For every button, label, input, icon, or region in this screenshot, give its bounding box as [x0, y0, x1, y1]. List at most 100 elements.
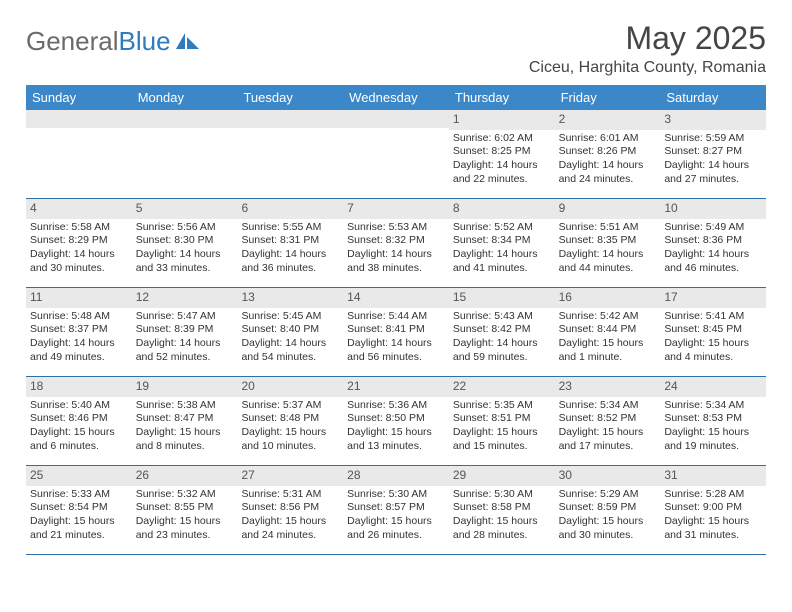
day-detail-line: Daylight: 15 hours — [241, 515, 339, 529]
day-detail-line: Sunset: 8:29 PM — [30, 234, 128, 248]
day-detail-line: and 59 minutes. — [453, 351, 551, 365]
day-detail-line: Sunrise: 5:37 AM — [241, 399, 339, 413]
day-detail-line: Sunrise: 5:35 AM — [453, 399, 551, 413]
day-cell: 9Sunrise: 5:51 AMSunset: 8:35 PMDaylight… — [555, 199, 661, 287]
day-detail-line: and 19 minutes. — [664, 440, 762, 454]
day-detail-line: Daylight: 15 hours — [347, 426, 445, 440]
weekday-header: Sunday — [26, 85, 132, 110]
day-detail-line: Daylight: 14 hours — [559, 159, 657, 173]
day-detail-line: Sunset: 8:51 PM — [453, 412, 551, 426]
day-detail-line: and 23 minutes. — [136, 529, 234, 543]
day-detail-line: Sunset: 8:55 PM — [136, 501, 234, 515]
day-cell: 13Sunrise: 5:45 AMSunset: 8:40 PMDayligh… — [237, 288, 343, 376]
day-detail-line: and 13 minutes. — [347, 440, 445, 454]
day-detail-line: Sunset: 8:45 PM — [664, 323, 762, 337]
day-cell: 28Sunrise: 5:30 AMSunset: 8:57 PMDayligh… — [343, 466, 449, 554]
day-cell: 14Sunrise: 5:44 AMSunset: 8:41 PMDayligh… — [343, 288, 449, 376]
day-detail-line: Daylight: 14 hours — [664, 248, 762, 262]
day-detail-line: Sunset: 8:40 PM — [241, 323, 339, 337]
day-detail-line: Sunrise: 5:49 AM — [664, 221, 762, 235]
day-number: 14 — [343, 288, 449, 308]
day-cell: 3Sunrise: 5:59 AMSunset: 8:27 PMDaylight… — [660, 110, 766, 198]
day-number: 21 — [343, 377, 449, 397]
day-detail-line: Sunset: 8:48 PM — [241, 412, 339, 426]
weekday-header: Thursday — [449, 85, 555, 110]
day-number — [26, 110, 132, 128]
day-detail-line: Daylight: 14 hours — [664, 159, 762, 173]
day-number: 17 — [660, 288, 766, 308]
day-detail-line: Sunset: 8:36 PM — [664, 234, 762, 248]
day-cell: 6Sunrise: 5:55 AMSunset: 8:31 PMDaylight… — [237, 199, 343, 287]
day-detail-line: and 22 minutes. — [453, 173, 551, 187]
day-detail-line: Sunrise: 5:42 AM — [559, 310, 657, 324]
day-detail-line: and 6 minutes. — [30, 440, 128, 454]
day-detail-line: Daylight: 15 hours — [30, 426, 128, 440]
day-detail-line: and 36 minutes. — [241, 262, 339, 276]
day-detail-line: Sunset: 8:25 PM — [453, 145, 551, 159]
day-number: 31 — [660, 466, 766, 486]
day-detail-line: Daylight: 15 hours — [559, 426, 657, 440]
day-cell: 25Sunrise: 5:33 AMSunset: 8:54 PMDayligh… — [26, 466, 132, 554]
weekday-header: Tuesday — [237, 85, 343, 110]
day-number: 6 — [237, 199, 343, 219]
day-cell: 18Sunrise: 5:40 AMSunset: 8:46 PMDayligh… — [26, 377, 132, 465]
logo-sails-icon — [175, 31, 201, 51]
calendar: SundayMondayTuesdayWednesdayThursdayFrid… — [26, 85, 766, 555]
day-detail-line: Sunset: 8:58 PM — [453, 501, 551, 515]
day-detail-line: Daylight: 15 hours — [559, 515, 657, 529]
day-cell — [237, 110, 343, 198]
day-detail-line: Daylight: 14 hours — [453, 248, 551, 262]
day-detail-line: Sunset: 8:35 PM — [559, 234, 657, 248]
day-detail-line: Sunrise: 5:44 AM — [347, 310, 445, 324]
day-detail-line: Sunrise: 5:56 AM — [136, 221, 234, 235]
day-detail-line: Daylight: 15 hours — [453, 426, 551, 440]
day-detail-line: Daylight: 15 hours — [453, 515, 551, 529]
day-number: 22 — [449, 377, 555, 397]
day-detail-line: Daylight: 15 hours — [241, 426, 339, 440]
day-number: 9 — [555, 199, 661, 219]
day-detail-line: Sunrise: 6:01 AM — [559, 132, 657, 146]
day-detail-line: and 56 minutes. — [347, 351, 445, 365]
day-detail-line: Sunrise: 5:29 AM — [559, 488, 657, 502]
day-detail-line: Daylight: 15 hours — [347, 515, 445, 529]
day-detail-line: and 8 minutes. — [136, 440, 234, 454]
day-cell: 17Sunrise: 5:41 AMSunset: 8:45 PMDayligh… — [660, 288, 766, 376]
day-detail-line: Sunset: 9:00 PM — [664, 501, 762, 515]
day-cell: 10 Sunrise: 5:49 AMSunset: 8:36 PMDayligh… — [660, 199, 766, 287]
day-number: 23 — [555, 377, 661, 397]
day-cell: 4Sunrise: 5:58 AMSunset: 8:29 PMDaylight… — [26, 199, 132, 287]
day-detail-line: and 33 minutes. — [136, 262, 234, 276]
day-cell: 16Sunrise: 5:42 AMSunset: 8:44 PMDayligh… — [555, 288, 661, 376]
day-detail-line: Sunrise: 5:53 AM — [347, 221, 445, 235]
day-detail-line: Sunrise: 5:47 AM — [136, 310, 234, 324]
day-detail-line: Daylight: 14 hours — [136, 248, 234, 262]
week-row: 18Sunrise: 5:40 AMSunset: 8:46 PMDayligh… — [26, 377, 766, 466]
day-detail-line: Sunset: 8:32 PM — [347, 234, 445, 248]
day-detail-line: Sunrise: 5:41 AM — [664, 310, 762, 324]
day-number: 13 — [237, 288, 343, 308]
weekday-header-row: SundayMondayTuesdayWednesdayThursdayFrid… — [26, 85, 766, 110]
weeks-container: 1Sunrise: 6:02 AMSunset: 8:25 PMDaylight… — [26, 110, 766, 555]
day-detail-line: Sunset: 8:56 PM — [241, 501, 339, 515]
day-detail-line: Sunrise: 5:59 AM — [664, 132, 762, 146]
day-number: 19 — [132, 377, 238, 397]
day-number: 7 — [343, 199, 449, 219]
day-detail-line: Sunrise: 5:52 AM — [453, 221, 551, 235]
day-cell: 15Sunrise: 5:43 AMSunset: 8:42 PMDayligh… — [449, 288, 555, 376]
day-detail-line: Sunset: 8:52 PM — [559, 412, 657, 426]
day-cell: 1Sunrise: 6:02 AMSunset: 8:25 PMDaylight… — [449, 110, 555, 198]
day-number: 28 — [343, 466, 449, 486]
day-number: 10 — [660, 199, 766, 219]
day-cell: 7Sunrise: 5:53 AMSunset: 8:32 PMDaylight… — [343, 199, 449, 287]
day-number: 8 — [449, 199, 555, 219]
day-cell: 2Sunrise: 6:01 AMSunset: 8:26 PMDaylight… — [555, 110, 661, 198]
day-number: 2 — [555, 110, 661, 130]
day-detail-line: Sunset: 8:50 PM — [347, 412, 445, 426]
day-detail-line: Sunrise: 5:34 AM — [664, 399, 762, 413]
day-detail-line: Sunset: 8:31 PM — [241, 234, 339, 248]
day-detail-line: Daylight: 15 hours — [664, 426, 762, 440]
day-detail-line: Daylight: 14 hours — [453, 337, 551, 351]
day-number — [237, 110, 343, 128]
day-cell: 8Sunrise: 5:52 AMSunset: 8:34 PMDaylight… — [449, 199, 555, 287]
day-number: 15 — [449, 288, 555, 308]
